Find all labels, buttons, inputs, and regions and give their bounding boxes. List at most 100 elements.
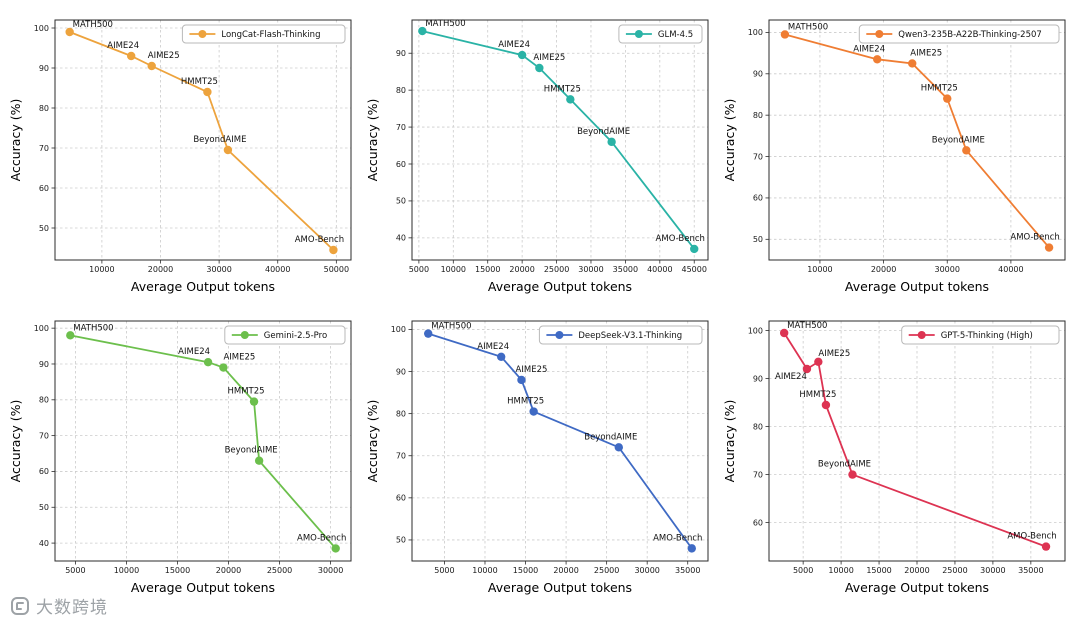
x-tick-label: 30000: [318, 566, 343, 575]
x-tick-label: 40000: [998, 265, 1023, 274]
data-point-label: MATH500: [73, 323, 113, 333]
data-point-label: AIME24: [107, 41, 139, 51]
data-point: [535, 63, 544, 72]
legend-marker: [634, 29, 643, 38]
plot-frame: [768, 19, 1066, 260]
y-tick-label: 100: [33, 23, 48, 32]
y-tick-label: 40: [38, 538, 48, 547]
chart-gemini-2-5-pro: 5000 10000 15000 20000 25000 30000 40 50 60 70 80 9…: [4, 309, 361, 610]
x-tick-label: 10000: [808, 265, 833, 274]
data-point: [418, 26, 427, 35]
y-tick-label: 80: [396, 85, 406, 94]
series-line: [785, 33, 1051, 248]
legend-label: DeepSeek-V3.1-Thinking: [578, 331, 682, 341]
legend-marker: [875, 29, 884, 38]
plot-frame: [54, 19, 352, 260]
data-point: [249, 396, 258, 406]
data-point: [814, 357, 823, 366]
data-point-label: HMMT25: [507, 396, 544, 406]
y-tick-label: 70: [38, 143, 48, 152]
x-tick-label: 25000: [943, 566, 968, 575]
y-tick-label: 100: [748, 28, 763, 37]
data-point-label: BeyondAIME: [224, 445, 277, 455]
data-point-label: AIME24: [477, 341, 509, 351]
data-point: [65, 330, 75, 340]
data-point: [147, 61, 156, 70]
data-point: [65, 27, 74, 36]
data-point-label: HMMT25: [800, 390, 837, 400]
data-point: [517, 50, 527, 59]
data-point: [218, 362, 228, 372]
x-tick-label: 30000: [980, 566, 1005, 575]
plot-frame: [768, 320, 1066, 561]
y-tick-label: 80: [38, 395, 48, 404]
chart-svg: 10000 20000 30000 40000 50000 50 60 70 80 90 100 MA…: [8, 19, 352, 294]
legend-box: [618, 24, 703, 43]
x-tick-label: 35000: [613, 265, 638, 274]
x-axis-label: Average Output tokens: [488, 279, 632, 294]
x-tick-label: 35000: [675, 566, 700, 575]
data-point-label: BeyondAIME: [584, 432, 637, 442]
legend-marker: [240, 330, 249, 339]
y-tick-label: 60: [396, 493, 406, 502]
y-tick-label: 70: [753, 152, 763, 161]
watermark-text: 大数跨境: [36, 598, 108, 618]
data-point: [254, 456, 263, 465]
x-tick-label: 15000: [164, 566, 189, 575]
chart-deepseek-v3-1-thinking: 5000 10000 15000 20000 25000 30000 35000 50 60 70…: [361, 309, 718, 610]
y-tick-label: 50: [396, 196, 406, 205]
y-tick-label: 60: [753, 518, 763, 527]
chart-gpt-5-thinking-high: 5000 10000 15000 20000 25000 30000 35000 60 70 80…: [719, 309, 1076, 610]
chart-svg: 5000 10000 15000 20000 25000 30000 35000 50 60 70…: [365, 320, 709, 595]
data-point: [1045, 242, 1054, 252]
x-axis-label: Average Output tokens: [131, 279, 275, 294]
y-axis-label: Accuracy (%): [365, 399, 380, 482]
data-point: [424, 328, 433, 338]
y-axis-label: Accuracy (%): [8, 399, 23, 482]
data-point-label: AIME25: [819, 348, 851, 358]
x-tick-label: 5000: [65, 566, 85, 575]
data-point-label: AMO-Bench: [294, 235, 343, 245]
data-point: [943, 93, 952, 103]
y-tick-label: 90: [396, 367, 406, 376]
x-tick-label: 10000: [829, 566, 854, 575]
series-line: [422, 29, 695, 249]
data-point: [566, 94, 575, 104]
y-tick-label: 90: [38, 63, 48, 72]
data-point-label: AIME24: [854, 44, 886, 54]
y-tick-label: 100: [748, 326, 763, 335]
y-tick-label: 70: [38, 431, 48, 440]
y-tick-label: 60: [38, 183, 48, 192]
x-axis-label: Average Output tokens: [131, 580, 275, 595]
data-point: [822, 400, 831, 409]
data-point-label: AIME24: [178, 347, 210, 357]
x-tick-label: 20000: [509, 265, 534, 274]
legend-marker: [555, 330, 564, 339]
plot-frame: [54, 320, 352, 561]
x-tick-label: 45000: [681, 265, 706, 274]
y-tick-label: 60: [396, 159, 406, 168]
data-point: [223, 145, 232, 154]
data-point: [908, 58, 917, 68]
x-tick-label: 30000: [935, 265, 960, 274]
data-point: [203, 357, 212, 366]
plot-frame: [411, 19, 709, 260]
data-point-label: HMMT25: [544, 84, 581, 94]
data-point: [517, 375, 526, 384]
data-point-label: AIME24: [498, 40, 530, 50]
data-point: [690, 244, 699, 253]
data-point-label: AMO-Bench: [653, 533, 702, 543]
x-tick-label: 20000: [871, 265, 896, 274]
data-point-label: AMO-Bench: [1008, 531, 1057, 541]
data-point-label: BeyondAIME: [818, 459, 871, 469]
watermark-logo-icon: [11, 596, 29, 615]
y-tick-label: 80: [396, 409, 406, 418]
series-line: [427, 332, 693, 549]
chart-svg: 5000 10000 15000 20000 25000 30000 35000 40000 4…: [365, 19, 709, 294]
data-point: [873, 54, 882, 64]
chart-svg: 5000 10000 15000 20000 25000 30000 35000 60 70 80…: [722, 320, 1066, 595]
y-tick-label: 80: [753, 110, 763, 119]
data-point: [331, 543, 340, 553]
x-tick-label: 25000: [266, 566, 291, 575]
